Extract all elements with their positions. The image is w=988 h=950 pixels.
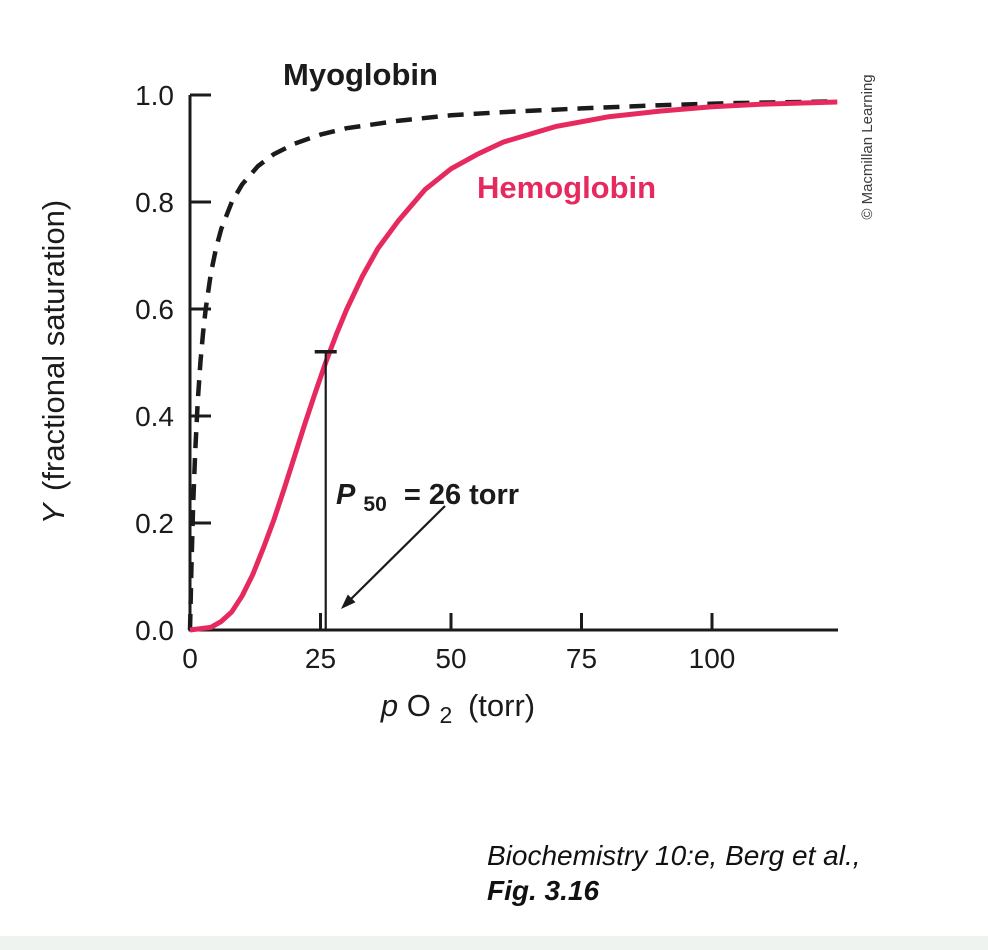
myoglobin-curve (187, 99, 838, 631)
caption-source: Biochemistry 10:e, Berg et al., (487, 840, 861, 871)
y-tick-label: 0.8 (135, 187, 174, 218)
p50-arrowhead (341, 594, 356, 609)
figure-caption: Biochemistry 10:e, Berg et al., Fig. 3.1… (487, 838, 861, 908)
myoglobin-series-label: Myoglobin (283, 57, 438, 92)
y-tick-label: 0.0 (135, 615, 174, 646)
y-axis-title-text: (fractional saturation) (36, 200, 71, 491)
y-axis-title: Y (fractional saturation) (36, 200, 71, 525)
hemoglobin-series-label: Hemoglobin (477, 170, 656, 205)
x-tick-label: 50 (435, 643, 466, 674)
p50-annotation-subscript: 50 (363, 493, 386, 516)
x-axis-title-unit: (torr) (468, 688, 535, 723)
plot-area: 0.0 0.2 0.4 0.6 0.8 1.0 0 25 50 75 100 (135, 80, 838, 674)
p50-annotation: P 50 = 26 torr (336, 479, 519, 518)
caption-figure-number: Fig. 3.16 (487, 875, 600, 906)
hemoglobin-curve (189, 99, 838, 633)
x-axis-title-subscript: 2 (440, 702, 453, 728)
footer-strip (0, 936, 988, 950)
y-tick-label: 1.0 (135, 80, 174, 111)
p50-annotation-symbol: P (336, 479, 356, 511)
p50-annotation-value: = 26 torr (404, 479, 519, 511)
x-axis-title-variable: p (380, 688, 398, 723)
x-tick-label: 25 (305, 643, 336, 674)
y-tick-label: 0.6 (135, 294, 174, 325)
x-tick-label: 75 (566, 643, 597, 674)
y-axis-title-variable: Y (36, 501, 71, 524)
x-axis-title-main: O (407, 688, 431, 723)
publisher-credit: © Macmillan Learning (859, 74, 876, 219)
p50-arrow-line (349, 505, 446, 601)
x-tick-label: 100 (689, 643, 736, 674)
y-tick-label: 0.4 (135, 401, 174, 432)
x-axis-title: p O 2 (torr) (380, 688, 535, 730)
x-tick-label: 0 (182, 643, 198, 674)
y-tick-label: 0.2 (135, 508, 174, 539)
oxygen-binding-curve-chart: 0.0 0.2 0.4 0.6 0.8 1.0 0 25 50 75 100 Myoglobin H… (36, 57, 876, 730)
